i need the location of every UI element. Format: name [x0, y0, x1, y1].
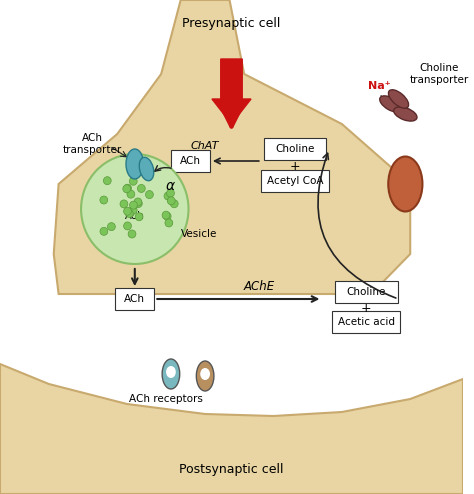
- Circle shape: [103, 177, 111, 185]
- Text: ACh receptors: ACh receptors: [129, 394, 203, 404]
- Polygon shape: [0, 364, 463, 494]
- Circle shape: [167, 197, 175, 205]
- Text: ACh: ACh: [125, 211, 145, 221]
- Text: ChAT: ChAT: [191, 141, 219, 151]
- Circle shape: [129, 201, 137, 209]
- Circle shape: [124, 184, 131, 192]
- Ellipse shape: [126, 149, 144, 179]
- Text: +: +: [361, 302, 372, 316]
- Circle shape: [81, 154, 189, 264]
- Circle shape: [165, 219, 173, 227]
- Ellipse shape: [388, 90, 409, 108]
- Ellipse shape: [139, 157, 154, 181]
- Circle shape: [164, 192, 172, 200]
- Text: Postsynaptic cell: Postsynaptic cell: [179, 462, 284, 476]
- Text: Choline
transporter: Choline transporter: [410, 63, 469, 85]
- Text: ACh: ACh: [124, 294, 146, 304]
- Circle shape: [100, 196, 108, 204]
- Text: Vesicle: Vesicle: [181, 229, 217, 239]
- Circle shape: [128, 230, 136, 238]
- Circle shape: [100, 227, 108, 235]
- Polygon shape: [54, 0, 410, 294]
- Circle shape: [135, 200, 142, 207]
- FancyBboxPatch shape: [171, 150, 210, 172]
- Ellipse shape: [380, 96, 401, 112]
- FancyBboxPatch shape: [332, 311, 401, 333]
- Circle shape: [126, 209, 133, 217]
- Circle shape: [146, 191, 153, 199]
- Circle shape: [120, 200, 128, 208]
- FancyBboxPatch shape: [264, 138, 326, 160]
- Circle shape: [137, 184, 145, 193]
- Text: Acetyl CoA: Acetyl CoA: [267, 176, 323, 186]
- Circle shape: [127, 190, 135, 198]
- Circle shape: [123, 185, 131, 193]
- FancyBboxPatch shape: [261, 170, 329, 192]
- Text: Presynaptic cell: Presynaptic cell: [182, 17, 281, 31]
- Circle shape: [134, 198, 142, 206]
- Text: $\alpha$: $\alpha$: [165, 179, 176, 193]
- Text: Na⁺: Na⁺: [368, 81, 390, 91]
- Text: Choline: Choline: [346, 287, 386, 297]
- Text: Choline: Choline: [275, 144, 315, 154]
- Ellipse shape: [196, 361, 214, 391]
- Text: ACh: ACh: [180, 156, 201, 166]
- Circle shape: [127, 209, 134, 217]
- Circle shape: [129, 206, 137, 214]
- FancyBboxPatch shape: [335, 281, 398, 303]
- Text: +: +: [290, 160, 301, 172]
- Ellipse shape: [394, 107, 417, 121]
- FancyBboxPatch shape: [115, 288, 155, 310]
- Circle shape: [108, 223, 115, 231]
- Text: ACh
transporter: ACh transporter: [63, 133, 122, 155]
- Circle shape: [163, 212, 171, 220]
- Text: AChE: AChE: [243, 280, 274, 292]
- Ellipse shape: [200, 368, 210, 380]
- Circle shape: [162, 211, 170, 219]
- Circle shape: [135, 213, 143, 221]
- Circle shape: [170, 200, 178, 208]
- Ellipse shape: [388, 157, 422, 211]
- FancyArrow shape: [212, 59, 251, 124]
- FancyBboxPatch shape: [118, 207, 151, 225]
- Ellipse shape: [166, 366, 176, 378]
- Circle shape: [124, 222, 131, 230]
- Circle shape: [124, 207, 131, 215]
- Ellipse shape: [162, 359, 180, 389]
- Circle shape: [129, 177, 137, 185]
- Text: Acetic acid: Acetic acid: [338, 317, 395, 327]
- Circle shape: [166, 189, 174, 197]
